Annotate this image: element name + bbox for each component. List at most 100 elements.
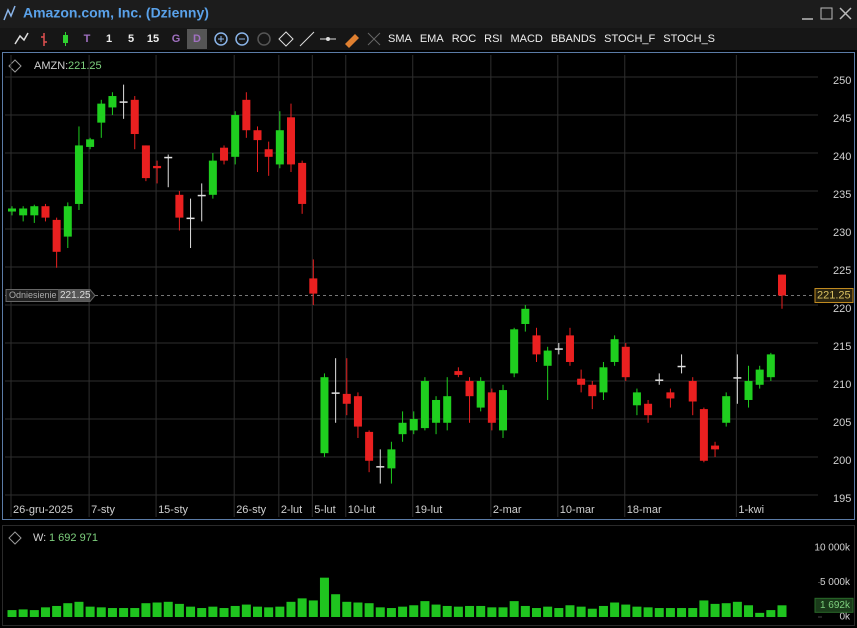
volume-bar — [353, 602, 363, 617]
volume-bar — [375, 607, 385, 617]
period-button[interactable]: 15 — [147, 33, 159, 45]
volume-value: 1 692 971 — [49, 532, 98, 544]
volume-bar — [297, 598, 307, 617]
y-tick-label: 245 — [833, 113, 851, 125]
volume-bar — [96, 607, 106, 617]
volume-bar — [18, 609, 28, 617]
candle-body — [565, 335, 574, 362]
symbol-label: AMZN: — [34, 60, 68, 72]
volume-bar — [744, 605, 754, 617]
price-panel-border — [2, 52, 855, 520]
indicator-button[interactable]: MACD — [510, 33, 542, 45]
candle-body — [264, 149, 273, 157]
indicator-button[interactable]: EMA — [420, 33, 445, 45]
volume-bar — [442, 605, 452, 617]
volume-panel-icon — [8, 531, 22, 545]
x-tick-label: 26-sty — [236, 504, 266, 516]
window-title: Amazon.com, Inc. (Dzienny) — [23, 5, 209, 21]
candle-body — [655, 379, 664, 381]
indicator-button[interactable]: BBANDS — [551, 33, 596, 45]
close-button[interactable] — [839, 7, 852, 20]
line-chart-button[interactable] — [14, 32, 29, 45]
x-tick-label: 19-lut — [415, 504, 443, 516]
candle-body — [644, 403, 653, 416]
volume-bar — [241, 604, 251, 617]
candle-body — [409, 418, 418, 431]
last-volume-bg — [814, 597, 854, 613]
candle-body — [242, 99, 251, 131]
volume-bar — [186, 606, 196, 617]
period-button[interactable]: 5 — [128, 33, 134, 45]
candle-body — [387, 449, 396, 469]
volume-bar — [587, 608, 597, 617]
x-tick-label: 1-kwi — [738, 504, 764, 516]
candle-body — [521, 308, 530, 324]
period-button[interactable]: T — [84, 33, 91, 45]
candle-body — [331, 392, 340, 394]
zoom-in-button[interactable] — [214, 32, 228, 46]
indicator-button[interactable]: STOCH_F — [604, 33, 655, 45]
zoom-out-button[interactable] — [235, 32, 249, 46]
indicator-button[interactable]: STOCH_S — [663, 33, 715, 45]
candle-body — [599, 367, 608, 393]
candle-body — [231, 115, 240, 157]
candle-body — [632, 392, 641, 406]
volume-bar — [174, 603, 184, 617]
x-tick-label: 10-lut — [348, 504, 376, 516]
indicator-button[interactable]: RSI — [484, 33, 502, 45]
period-button[interactable]: 1 — [106, 33, 112, 45]
candle-body — [778, 274, 786, 296]
volume-bar — [163, 601, 173, 617]
ohlc-button[interactable] — [41, 33, 47, 46]
candle-body — [398, 422, 407, 435]
delete-button[interactable] — [367, 32, 381, 46]
candle-body — [588, 384, 597, 397]
candle-body — [376, 466, 385, 468]
candle-body — [153, 165, 162, 169]
volume-bar — [286, 601, 296, 617]
candle-body — [465, 380, 474, 397]
y-tick-label: 225 — [833, 265, 851, 277]
maximize-button[interactable] — [820, 7, 833, 20]
volume-bar — [543, 606, 553, 617]
trendline-button[interactable] — [299, 31, 315, 47]
volume-bar — [141, 603, 151, 617]
volume-bar — [264, 607, 274, 617]
candle-body — [722, 396, 731, 423]
candle-body — [41, 206, 50, 218]
candle-body — [487, 392, 496, 423]
candle-body — [554, 348, 563, 350]
x-tick-label: 2-mar — [493, 504, 522, 516]
volume-bar — [755, 612, 765, 617]
period-button[interactable]: G — [172, 33, 181, 45]
candle-body — [19, 208, 28, 216]
candle-body — [320, 377, 329, 454]
volume-bar — [386, 608, 396, 617]
volume-bar — [52, 605, 62, 617]
candle-body — [52, 219, 61, 252]
x-tick-label: 10-mar — [560, 504, 595, 516]
volume-bar — [398, 606, 408, 617]
indicator-button[interactable]: SMA — [388, 33, 413, 45]
y-tick-label: 205 — [833, 417, 851, 429]
y-tick-label: 240 — [833, 151, 851, 163]
period-button[interactable]: D — [193, 33, 201, 45]
candle-body — [130, 99, 139, 135]
volume-bar — [598, 605, 608, 617]
zoom-reset-button[interactable] — [257, 32, 271, 46]
candle-body — [577, 378, 586, 385]
reference-label: Odniesienie — [9, 290, 57, 300]
indicator-button[interactable]: ROC — [452, 33, 477, 45]
volume-bar — [275, 606, 285, 617]
volume-bar — [342, 601, 352, 617]
eraser-button[interactable] — [345, 34, 359, 48]
last-price-bg — [814, 287, 854, 303]
y-tick-label: 210 — [833, 379, 851, 391]
candle-body — [108, 96, 117, 108]
layers-button[interactable] — [278, 31, 294, 47]
volume-bar — [364, 603, 374, 617]
volume-bar — [654, 608, 664, 617]
volume-bar — [152, 602, 162, 617]
volume-panel-border — [2, 525, 855, 626]
